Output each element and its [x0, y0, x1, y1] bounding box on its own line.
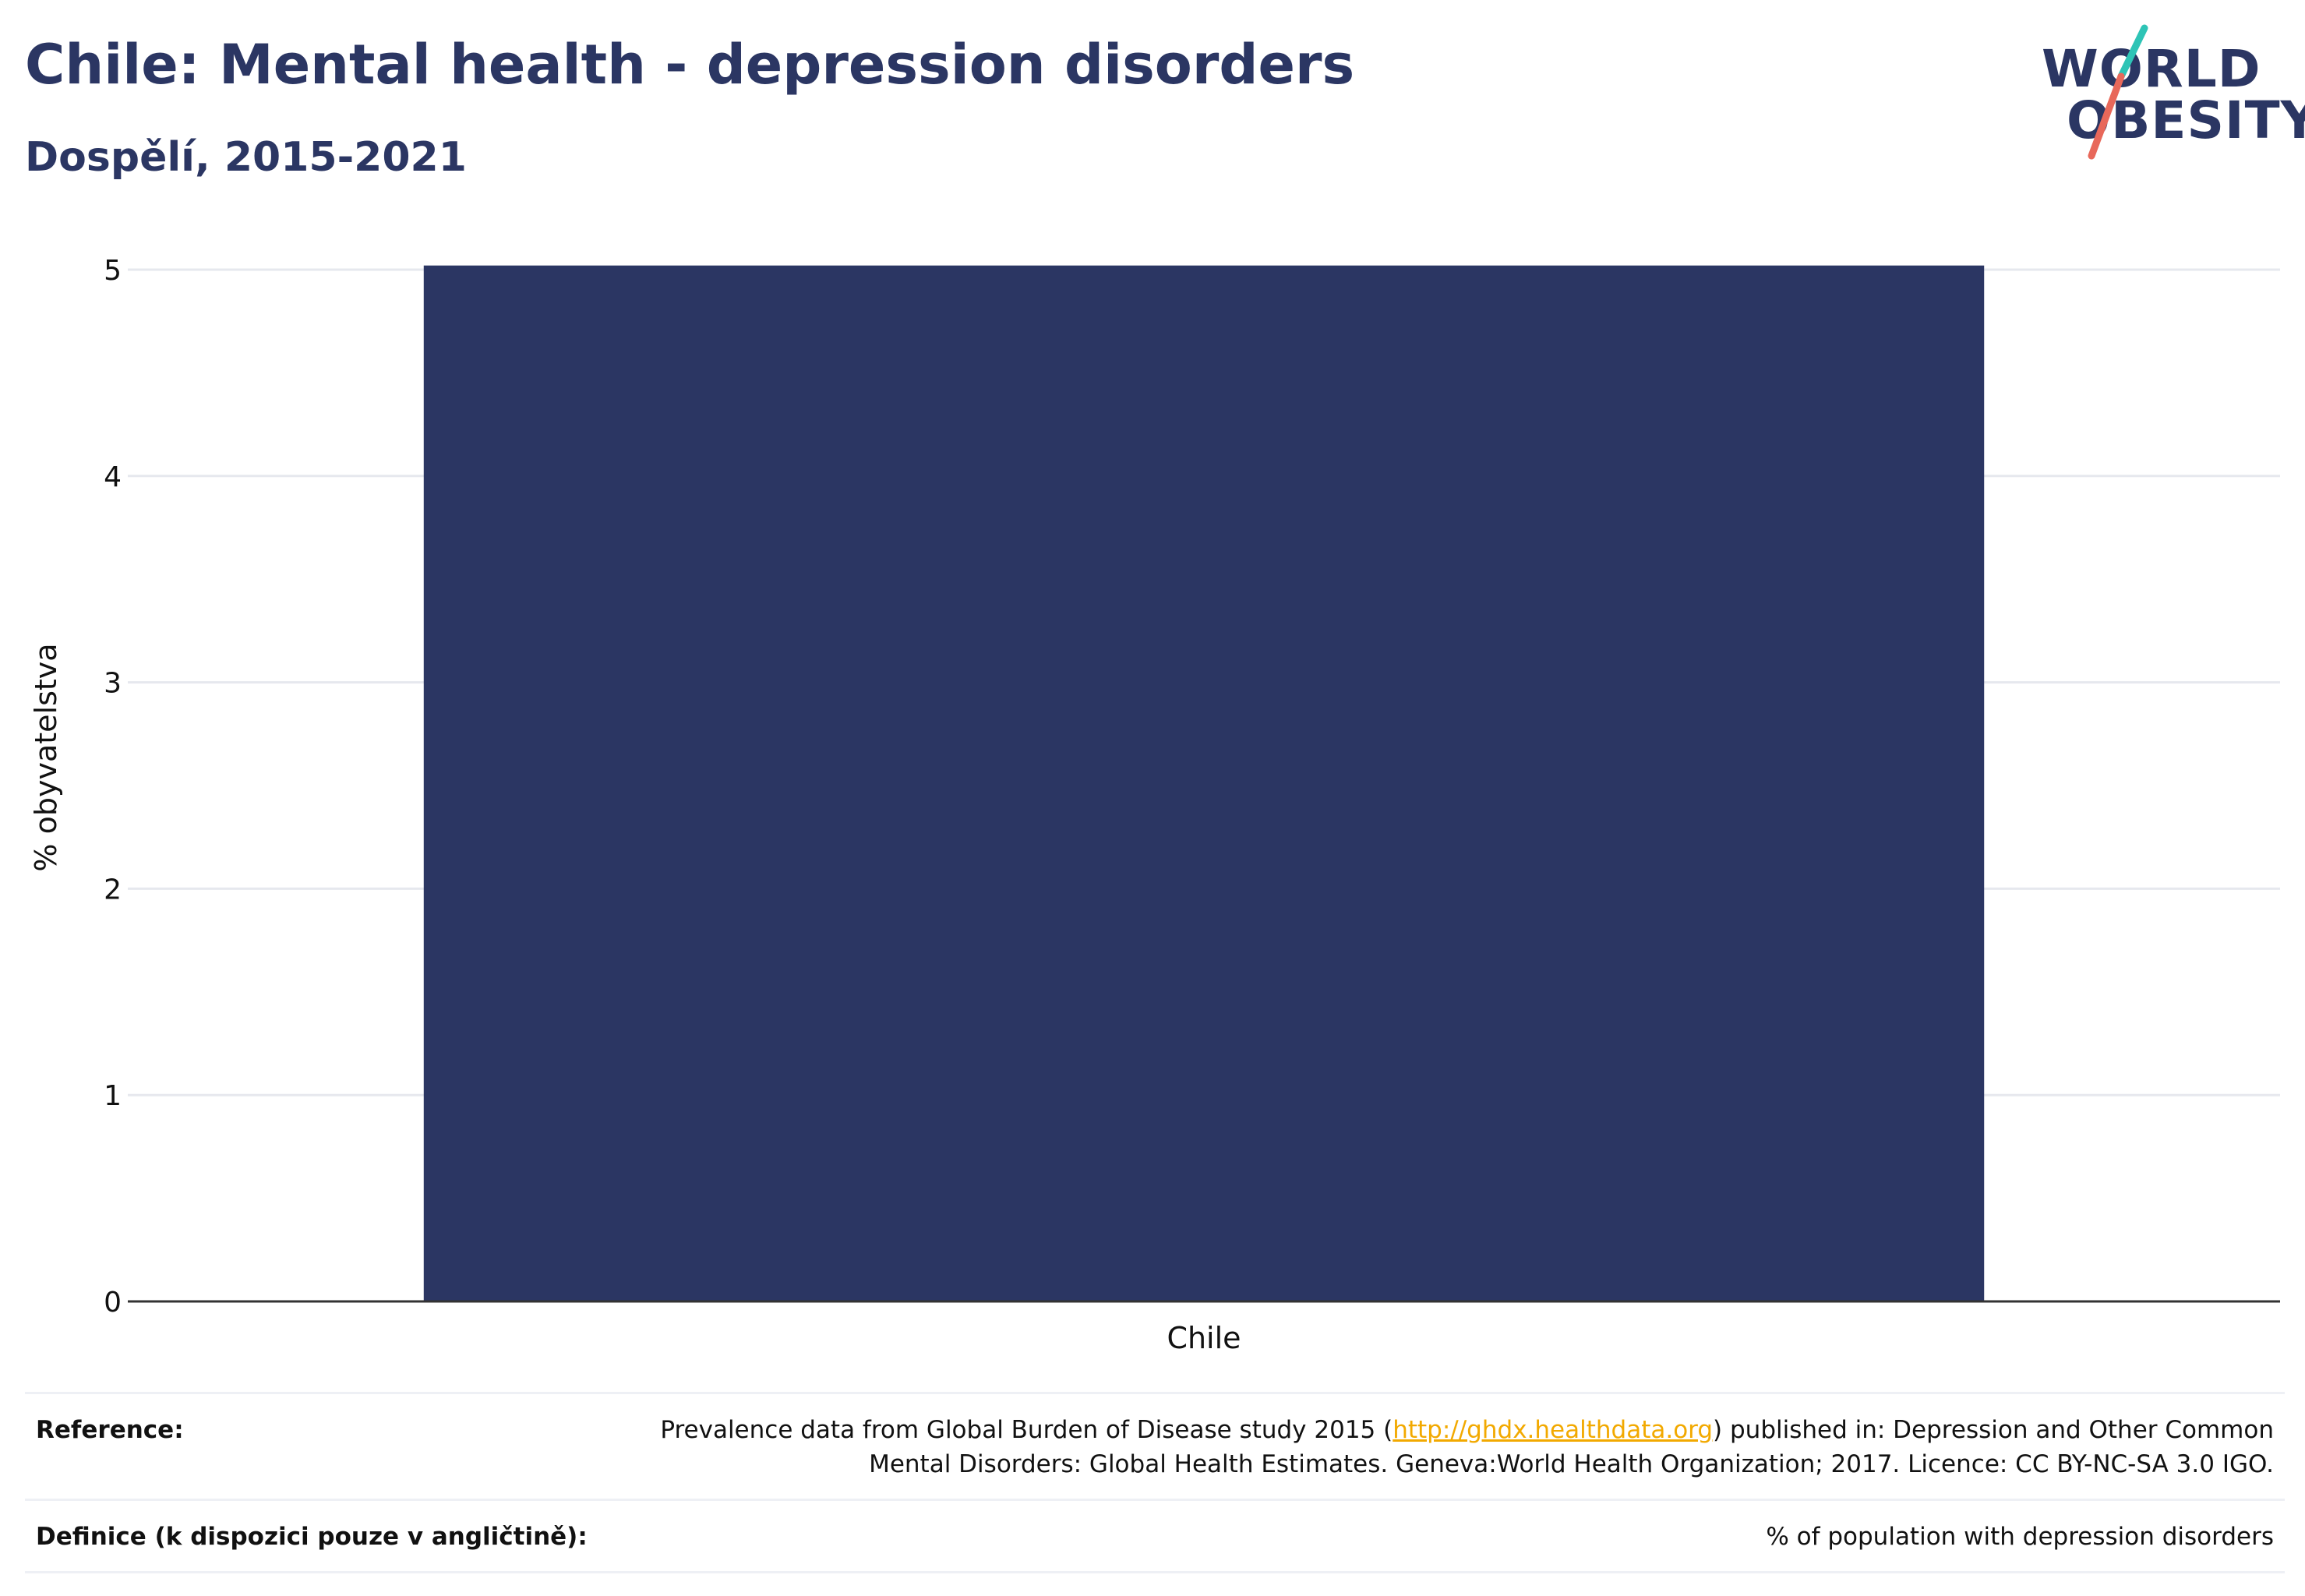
y-tick-label: 2 — [104, 874, 122, 906]
definition-text: % of population with depression disorder… — [1766, 1523, 2274, 1551]
definition-label: Definice (k dispozici pouze v angličtině… — [36, 1523, 588, 1551]
reference-label: Reference: — [36, 1416, 184, 1444]
reference-table: Reference: Prevalence data from Global B… — [25, 1392, 2285, 1573]
bar-chart: 0 1 2 3 4 5 Chile % obyvatelstva — [29, 255, 2280, 1355]
reference-row: Reference: Prevalence data from Global B… — [25, 1392, 2285, 1499]
y-tick-label: 0 — [104, 1287, 122, 1319]
y-axis-label: % obyvatelstva — [29, 643, 63, 871]
reference-text-before: Prevalence data from Global Burden of Di… — [660, 1416, 1393, 1444]
y-tick-label: 3 — [104, 668, 122, 700]
logo-slash-icon — [2088, 24, 2148, 160]
chart-subtitle: Dospělí, 2015-2021 — [25, 134, 467, 181]
reference-link[interactable]: http://ghdx.healthdata.org — [1393, 1416, 1714, 1444]
x-tick-label: Chile — [1167, 1321, 1241, 1355]
reference-text-after: ) published in: Depression and Other Com… — [869, 1416, 2274, 1478]
logo-line-world: WORLD — [2042, 39, 2261, 99]
bars — [423, 265, 1985, 1302]
reference-text: Prevalence data from Global Burden of Di… — [637, 1413, 2274, 1481]
y-tick-label: 4 — [104, 461, 122, 493]
chart-title: Chile: Mental health - depression disord… — [25, 33, 1355, 97]
definition-row: Definice (k dispozici pouze v angličtině… — [25, 1499, 2285, 1573]
y-tick-label: 1 — [104, 1080, 122, 1112]
world-obesity-logo: WORLD OBESITY — [2034, 23, 2305, 164]
y-tick-label: 5 — [104, 255, 122, 287]
bar-chile — [423, 265, 1985, 1302]
axes: 0 1 2 3 4 5 Chile — [104, 255, 2280, 1355]
